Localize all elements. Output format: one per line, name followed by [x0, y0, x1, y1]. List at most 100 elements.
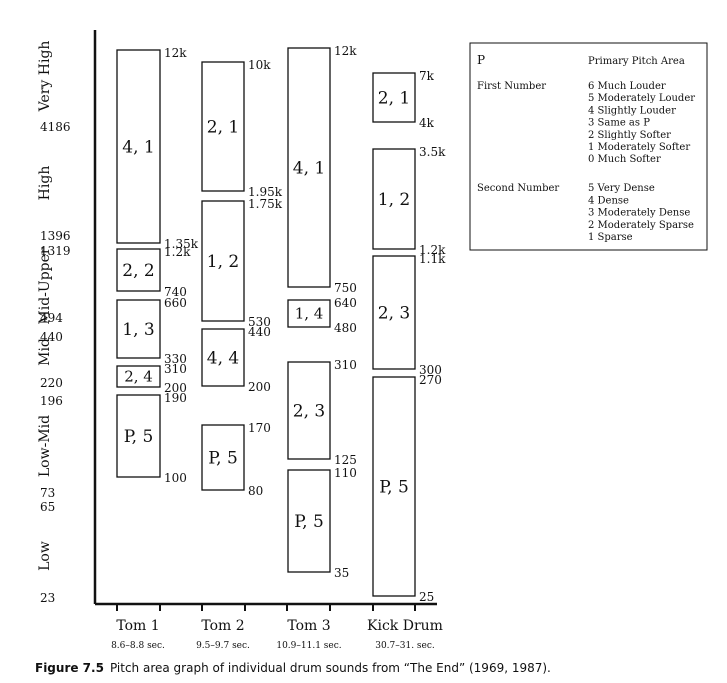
legend-first-item: 4 Slightly Louder	[588, 105, 676, 116]
y-region-label: Very High	[37, 41, 53, 113]
y-region-label: High	[37, 166, 53, 201]
pitch-low-label: 1.95k	[248, 185, 283, 199]
pitch-block	[287, 47, 331, 288]
x-category-label: Tom 1	[116, 618, 159, 634]
x-category-label: Tom 2	[201, 618, 244, 634]
legend-second-item: 1 Sparse	[588, 232, 633, 243]
legend: P Primary Pitch Area First Number 6 Much Lo…	[469, 42, 708, 251]
y-marker-label: 494	[40, 311, 63, 325]
pitch-high-label: 7k	[419, 69, 435, 83]
pitch-block-label: P, 5	[208, 449, 238, 469]
pitch-high-label: 3.5k	[419, 145, 446, 159]
pitch-block	[372, 148, 416, 250]
y-marker-label: 1319	[40, 244, 71, 258]
pitch-block	[201, 328, 245, 387]
pitch-block-label: 1, 3	[122, 320, 154, 340]
pitch-low-label: 1.2k	[419, 243, 446, 257]
legend-second-title: Second Number	[477, 183, 559, 194]
pitch-block	[372, 376, 416, 597]
y-region-label: Low-Mid	[37, 415, 53, 477]
pitch-block-label: 2, 2	[122, 261, 154, 281]
pitch-block-label: 2, 1	[207, 118, 239, 138]
legend-second-item: 3 Moderately Dense	[588, 208, 690, 219]
pitch-high-label: 310	[164, 362, 187, 376]
y-marker-label: 1396	[40, 229, 71, 243]
pitch-low-label: 300	[419, 363, 442, 377]
pitch-block-label: 2, 4	[124, 368, 153, 386]
pitch-low-label: 480	[334, 321, 357, 335]
pitch-low-label: 35	[334, 566, 349, 580]
legend-p-key: P	[477, 53, 485, 67]
pitch-high-label: 1.75k	[248, 197, 283, 211]
y-region-label: Mid-Upper	[37, 247, 53, 325]
legend-first-item: 6 Much Louder	[588, 81, 666, 92]
y-region-label: Low	[37, 541, 53, 571]
pitch-blocks: 4, 1 12k 1.35k 2, 2 1.2k 740 1, 3 660 330 2, 4 310…	[116, 44, 446, 604]
legend-first-item: 5 Moderately Louder	[588, 93, 695, 104]
pitch-low-label: 1.35k	[164, 237, 199, 251]
x-time-label: 9.5–9.7 sec.	[196, 641, 250, 651]
pitch-high-label: 170	[248, 421, 271, 435]
pitch-high-label: 12k	[164, 46, 187, 60]
pitch-block-label: 2, 1	[378, 89, 410, 109]
pitch-high-label: 10k	[248, 58, 271, 72]
legend-second-item: 4 Dense	[588, 195, 629, 206]
y-marker-label: 4186	[40, 120, 71, 134]
pitch-block	[116, 49, 161, 244]
caption-text: Pitch area graph of individual drum soun…	[109, 661, 551, 675]
pitch-block-label: 1, 2	[207, 252, 239, 272]
pitch-block	[116, 299, 161, 359]
pitch-block-label: P, 5	[294, 512, 324, 532]
legend-first-item: 2 Slightly Softer	[588, 130, 671, 141]
y-marker-label: 65	[40, 500, 55, 514]
x-category-label: Kick Drum	[367, 618, 443, 634]
pitch-block	[287, 361, 331, 460]
pitch-block	[372, 255, 416, 370]
pitch-block	[116, 248, 161, 292]
pitch-block-label: 4, 1	[293, 159, 325, 179]
pitch-block	[201, 61, 245, 192]
legend-first-item: 1 Moderately Softer	[588, 142, 690, 153]
pitch-block	[287, 469, 331, 573]
pitch-block	[287, 299, 331, 328]
pitch-high-label: 190	[164, 391, 187, 405]
pitch-low-label: 740	[164, 285, 187, 299]
pitch-block	[372, 72, 416, 123]
pitch-low-label: 80	[248, 484, 263, 498]
y-marker-label: 220	[40, 376, 63, 390]
pitch-block-label: 1, 2	[378, 190, 410, 210]
pitch-block-label: 2, 3	[293, 402, 325, 422]
x-category-label: Tom 3	[287, 618, 330, 634]
pitch-low-label: 125	[334, 453, 357, 467]
y-region-label: Mid	[37, 338, 53, 366]
x-time-label: 10.9–11.1 sec.	[276, 641, 341, 651]
pitch-high-label: 660	[164, 296, 187, 310]
pitch-block	[116, 394, 161, 478]
pitch-low-label: 530	[248, 315, 271, 329]
pitch-block-label: P, 5	[379, 478, 409, 498]
pitch-high-label: 12k	[334, 44, 357, 58]
pitch-block	[116, 365, 161, 388]
legend-first-item: 3 Same as P	[588, 118, 650, 129]
figure-label: Figure 7.5	[35, 661, 104, 675]
y-marker-label: 73	[40, 486, 55, 500]
pitch-high-label: 640	[334, 296, 357, 310]
legend-p-desc: Primary Pitch Area	[588, 56, 685, 67]
pitch-high-label: 1.1k	[419, 252, 446, 266]
x-axis-labels: Tom 1 8.6–8.8 sec. Tom 2 9.5–9.7 sec. Tom 3 1…	[111, 618, 443, 651]
y-marker-label: 440	[40, 330, 63, 344]
chart-axes	[93, 30, 437, 611]
pitch-high-label: 1.2k	[164, 245, 191, 259]
legend-first-item: 0 Much Softer	[588, 154, 661, 165]
pitch-block-label: 4, 1	[122, 138, 154, 158]
pitch-high-label: 440	[248, 325, 271, 339]
figure-caption: Figure 7.5 Pitch area graph of individual…	[35, 661, 715, 675]
legend-second-item: 5 Very Dense	[588, 183, 655, 194]
pitch-block-label: 1, 4	[295, 305, 324, 323]
x-time-label: 30.7–31. sec.	[375, 641, 435, 651]
pitch-block-label: 4, 4	[207, 349, 239, 369]
pitch-low-label: 25	[419, 590, 434, 604]
x-time-label: 8.6–8.8 sec.	[111, 641, 165, 651]
